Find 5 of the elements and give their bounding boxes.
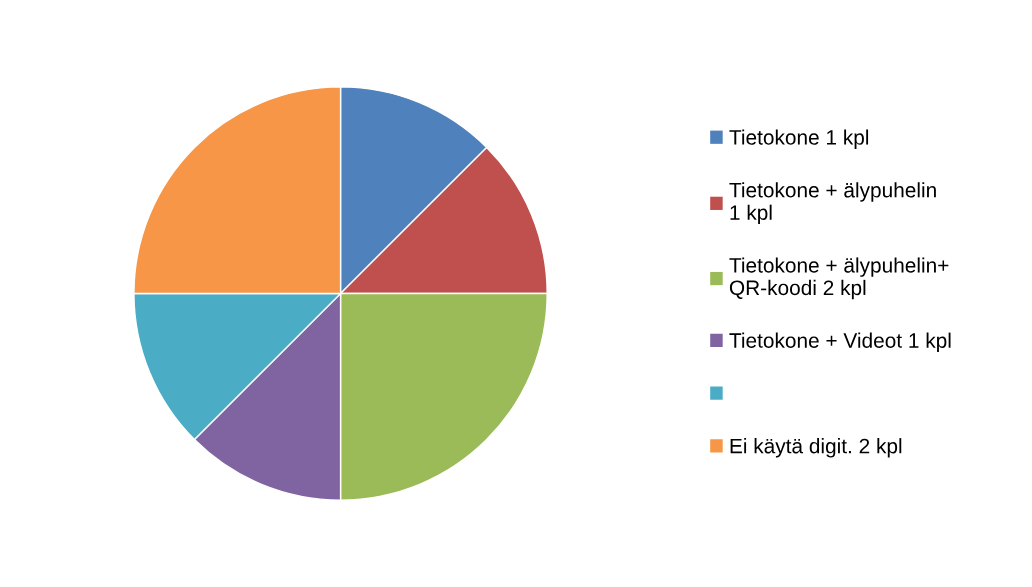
legend-label: Tietokone 1 kpl: [729, 129, 869, 149]
legend-label: Tietokone + Videot 1 kpl: [729, 332, 951, 353]
legend-label: Tietokone + älypuhelin+ QR-koodi 2 kpl: [729, 257, 949, 300]
legend-label: Tietokone + älypuhelin 1 kpl: [729, 182, 936, 225]
legend-label: Ei käytä digit. 2 kpl: [730, 438, 902, 458]
